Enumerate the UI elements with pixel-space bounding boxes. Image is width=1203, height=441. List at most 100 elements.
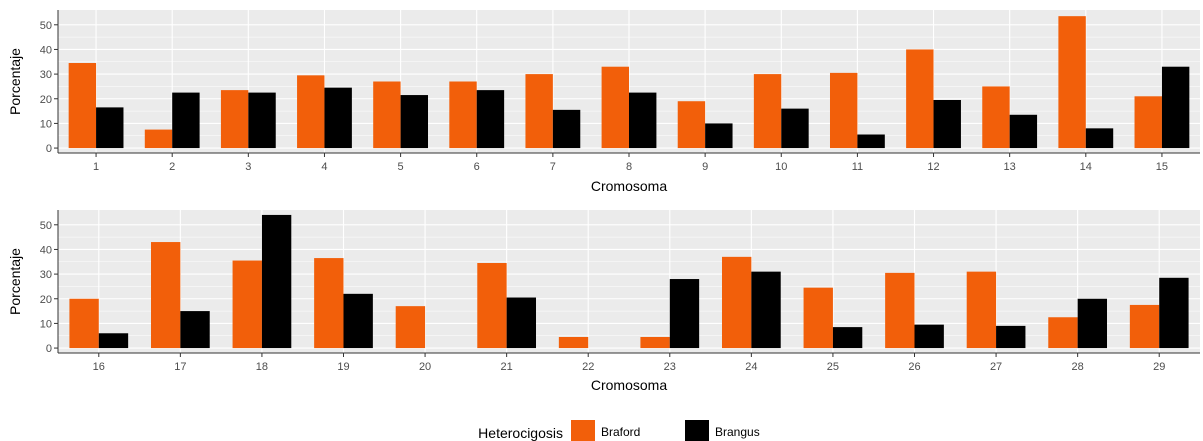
x-tick-label-3: 3: [245, 161, 251, 173]
x-tick-label-22: 22: [582, 361, 594, 373]
bar-brangus-1: [96, 107, 124, 149]
x-tick-label-16: 16: [93, 361, 105, 373]
bar-brangus-17: [180, 311, 210, 349]
y-axis-title: Porcentaje: [7, 248, 23, 315]
bar-brangus-23: [669, 279, 700, 349]
bar-brangus-14: [1085, 128, 1114, 149]
x-tick-label-9: 9: [702, 161, 708, 173]
bar-brangus-29: [1159, 277, 1189, 349]
legend-label-brangus: Brangus: [715, 425, 760, 439]
bar-braford-7: [525, 74, 553, 149]
bar-brangus-4: [324, 87, 352, 149]
x-tick-label-24: 24: [745, 361, 757, 373]
bar-braford-20: [395, 306, 426, 349]
bar-brangus-9: [705, 123, 733, 149]
x-tick-label-5: 5: [398, 161, 404, 173]
y-tick-label: 20: [40, 294, 52, 306]
bar-brangus-10: [781, 108, 809, 149]
bar-braford-6: [449, 81, 477, 149]
x-tick-label-11: 11: [852, 161, 863, 173]
y-tick-label: 30: [40, 269, 52, 281]
x-tick-label-14: 14: [1080, 161, 1092, 173]
bar-braford-5: [373, 81, 401, 149]
x-tick-label-18: 18: [256, 361, 268, 373]
y-tick-label: 10: [40, 318, 52, 330]
bar-braford-10: [753, 74, 782, 149]
x-tick-label-1: 1: [93, 161, 99, 173]
x-tick-label-17: 17: [174, 361, 186, 373]
x-tick-label-6: 6: [474, 161, 480, 173]
y-tick-label: 30: [40, 69, 52, 81]
bar-braford-23: [640, 336, 670, 349]
x-tick-label-12: 12: [927, 161, 939, 173]
bar-braford-28: [1048, 317, 1078, 349]
y-tick-label: 40: [40, 244, 52, 256]
x-axis-title: Cromosoma: [591, 178, 667, 194]
bar-braford-11: [829, 72, 858, 149]
bar-braford-22: [558, 336, 589, 349]
legend: Heterocigosis Braford Brangus: [478, 420, 760, 441]
x-tick-label-7: 7: [550, 161, 556, 173]
bar-brangus-5: [400, 95, 429, 149]
bar-braford-13: [982, 86, 1010, 149]
x-tick-label-10: 10: [775, 161, 787, 173]
bar-brangus-28: [1077, 298, 1108, 349]
bar-brangus-19: [343, 293, 373, 349]
bar-brangus-16: [98, 333, 129, 349]
x-tick-label-28: 28: [1072, 361, 1084, 373]
bar-braford-15: [1134, 96, 1162, 149]
bar-brangus-2: [172, 92, 200, 149]
legend-key-brangus: [685, 420, 709, 441]
y-axis-title: Porcentaje: [7, 48, 23, 115]
bar-braford-21: [477, 263, 507, 349]
chart-panel-2: 0 10 20 30 40 50 16 17 18 19 20 21 22 23 24 25 26 27 28 29 C…: [7, 210, 1200, 393]
bar-braford-17: [150, 242, 181, 349]
bar-brangus-8: [629, 92, 657, 149]
x-tick-label-4: 4: [321, 161, 327, 173]
bar-braford-25: [803, 287, 833, 349]
x-tick-label-23: 23: [664, 361, 676, 373]
bar-braford-19: [314, 258, 344, 349]
legend-key-braford: [571, 420, 595, 441]
y-tick-label: 50: [40, 20, 52, 32]
x-axis-title: Cromosoma: [591, 377, 667, 393]
x-tick-label-20: 20: [419, 361, 431, 373]
bar-brangus-13: [1009, 114, 1038, 149]
bar-braford-14: [1058, 16, 1086, 149]
y-tick-label: 0: [46, 343, 52, 355]
bar-brangus-21: [506, 297, 537, 349]
bar-brangus-15: [1161, 66, 1190, 149]
bar-brangus-12: [933, 99, 961, 149]
bar-brangus-3: [248, 92, 276, 149]
legend-label-braford: Braford: [601, 425, 640, 439]
y-tick-label: 40: [40, 44, 52, 56]
x-tick-label-26: 26: [908, 361, 920, 373]
x-tick-label-29: 29: [1153, 361, 1165, 373]
bar-braford-4: [297, 75, 325, 149]
bar-braford-24: [721, 256, 752, 349]
x-tick-label-19: 19: [337, 361, 349, 373]
x-tick-label-27: 27: [990, 361, 1002, 373]
bar-brangus-27: [996, 325, 1026, 349]
bar-braford-16: [69, 298, 99, 349]
legend-title: Heterocigosis: [478, 425, 563, 441]
bar-brangus-26: [914, 324, 944, 349]
x-tick-label-25: 25: [827, 361, 839, 373]
bar-braford-18: [232, 260, 262, 349]
x-tick-label-2: 2: [169, 161, 175, 173]
bar-braford-3: [220, 90, 249, 149]
bar-brangus-18: [261, 214, 292, 349]
bar-braford-27: [966, 271, 997, 349]
bar-braford-12: [906, 49, 934, 149]
x-tick-label-8: 8: [626, 161, 632, 173]
bar-braford-9: [677, 101, 706, 149]
panel-background: [58, 210, 1200, 353]
bar-braford-1: [68, 63, 97, 149]
x-tick-label-13: 13: [1004, 161, 1016, 173]
y-tick-label: 10: [40, 118, 52, 130]
bar-braford-8: [601, 66, 629, 149]
bar-brangus-11: [857, 134, 885, 149]
x-tick-label-21: 21: [501, 361, 513, 373]
